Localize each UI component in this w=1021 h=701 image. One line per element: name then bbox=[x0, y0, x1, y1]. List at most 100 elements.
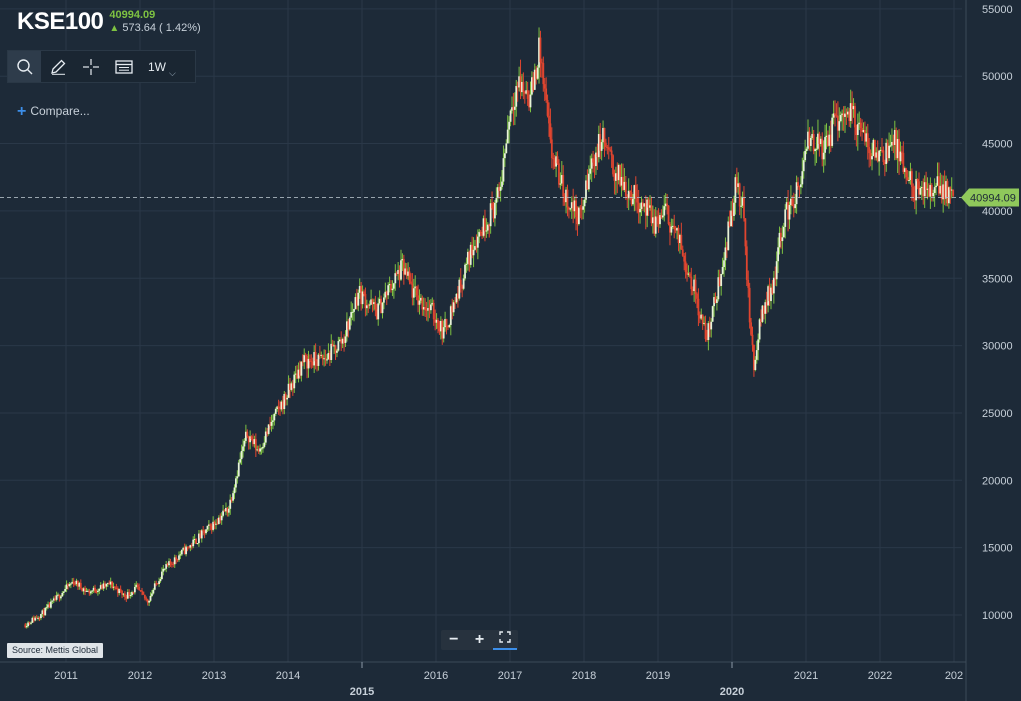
candle-body bbox=[623, 181, 626, 190]
candle-body bbox=[266, 431, 269, 434]
crosshair-button[interactable] bbox=[74, 51, 107, 82]
candle-body bbox=[696, 293, 698, 299]
candle-body bbox=[106, 582, 109, 584]
candle-body bbox=[799, 184, 802, 188]
candle-body bbox=[511, 107, 513, 111]
candle-body bbox=[454, 302, 456, 304]
candle-body bbox=[925, 182, 928, 190]
candle-body bbox=[932, 192, 935, 197]
candle-body bbox=[79, 582, 82, 588]
candle-body bbox=[747, 279, 750, 288]
candle-body bbox=[772, 277, 775, 294]
candle-body bbox=[145, 598, 148, 600]
candle-body bbox=[950, 189, 953, 191]
candle-body bbox=[765, 302, 768, 306]
candle-body bbox=[220, 515, 223, 521]
candle-body bbox=[538, 37, 540, 68]
candle-body bbox=[523, 91, 526, 94]
compare-button[interactable]: + Compare... bbox=[17, 103, 90, 121]
candle-body bbox=[313, 352, 316, 366]
candle-body bbox=[677, 227, 680, 243]
candle-body bbox=[350, 312, 353, 318]
draw-button[interactable] bbox=[41, 51, 74, 82]
x-tick-label: 2020 bbox=[720, 686, 744, 698]
candle-body bbox=[651, 217, 654, 224]
candle-body bbox=[138, 586, 141, 591]
candle-body bbox=[195, 539, 197, 544]
candle-body bbox=[112, 586, 115, 588]
candle-body bbox=[819, 138, 822, 145]
candle-body bbox=[98, 588, 101, 591]
candle-body bbox=[869, 153, 872, 160]
candle-body bbox=[225, 507, 227, 512]
candle-body bbox=[741, 197, 744, 206]
candle-body bbox=[909, 171, 912, 180]
candle-body bbox=[609, 149, 612, 151]
candle-body bbox=[45, 607, 48, 609]
candle-body bbox=[478, 231, 481, 237]
candle-body bbox=[825, 135, 828, 138]
candle-body bbox=[99, 585, 102, 589]
zoom-in-button[interactable]: + bbox=[467, 631, 491, 649]
candle-body bbox=[455, 293, 458, 303]
candle-body bbox=[387, 285, 390, 296]
candle-body bbox=[630, 192, 633, 205]
y-tick-label: 50000 bbox=[982, 71, 1013, 83]
candle-body bbox=[346, 321, 348, 337]
candle-body bbox=[935, 185, 937, 188]
candle-body bbox=[667, 205, 670, 224]
candle-body bbox=[418, 300, 421, 305]
candle-body bbox=[459, 279, 462, 287]
candle-body bbox=[670, 226, 673, 233]
candle-body bbox=[391, 288, 394, 291]
candle-body bbox=[943, 184, 946, 199]
zoom-out-button[interactable]: − bbox=[442, 631, 466, 649]
candle-body bbox=[891, 141, 893, 146]
candle-body bbox=[868, 147, 871, 154]
candle-body bbox=[639, 208, 641, 213]
candle-body bbox=[273, 413, 276, 421]
candle-body bbox=[866, 133, 869, 148]
candle-body bbox=[798, 186, 801, 188]
table-button[interactable] bbox=[107, 51, 140, 82]
candle-body bbox=[198, 533, 200, 544]
candle-body bbox=[607, 147, 610, 150]
candle-body bbox=[448, 324, 451, 328]
candle-body bbox=[51, 600, 54, 602]
search-button[interactable] bbox=[8, 51, 41, 82]
candle-body bbox=[717, 277, 720, 300]
candle-body bbox=[653, 217, 656, 234]
candle-body bbox=[836, 115, 839, 131]
candle-body bbox=[590, 158, 593, 169]
candle-body bbox=[545, 88, 548, 100]
candle-body bbox=[945, 181, 947, 199]
candle-body bbox=[142, 591, 145, 595]
candle-body bbox=[617, 164, 620, 181]
candle-body bbox=[558, 163, 560, 185]
candle-body bbox=[831, 117, 834, 146]
candle-body bbox=[118, 588, 121, 594]
candle-body bbox=[650, 205, 653, 224]
candle-body bbox=[307, 358, 310, 369]
candle-body bbox=[269, 424, 271, 426]
candle-body bbox=[310, 360, 313, 362]
candle-body bbox=[633, 185, 636, 199]
candle-body bbox=[664, 203, 667, 207]
candle-body bbox=[562, 175, 565, 197]
candle-body bbox=[424, 307, 427, 311]
candle-body bbox=[846, 111, 849, 115]
fit-button[interactable] bbox=[493, 630, 518, 650]
candle-body bbox=[585, 180, 587, 200]
candle-body bbox=[738, 183, 741, 207]
candle-body bbox=[398, 269, 401, 280]
candle-body bbox=[910, 171, 913, 187]
candle-body bbox=[529, 94, 532, 108]
candle-body bbox=[420, 297, 422, 301]
interval-selector[interactable]: 1W ⌵ bbox=[140, 60, 176, 78]
compare-label: Compare... bbox=[30, 104, 90, 118]
candle-body bbox=[358, 286, 361, 293]
candle-body bbox=[912, 186, 915, 199]
candle-body bbox=[277, 406, 280, 409]
candle-body bbox=[718, 277, 721, 286]
